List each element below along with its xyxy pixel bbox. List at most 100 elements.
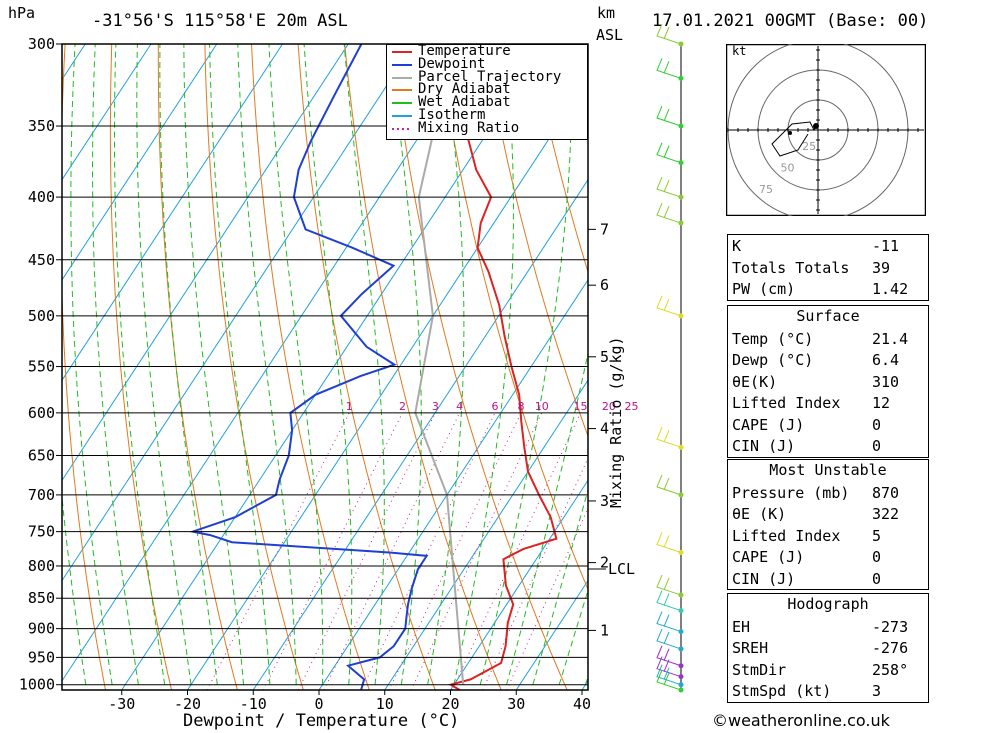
row-label: Totals Totals xyxy=(732,258,850,277)
pressure-tick-label: 800 xyxy=(28,557,55,575)
mixing-ratio-value-label: 2 xyxy=(399,400,406,413)
row-label: CIN (J) xyxy=(732,437,796,455)
legend-swatch xyxy=(392,115,412,117)
dry-adiabat-line xyxy=(530,44,588,274)
hodograph-unit-label: kt xyxy=(732,44,747,58)
temperature-tick-label: 10 xyxy=(376,695,394,713)
temperature-tick-label: -30 xyxy=(108,695,135,713)
legend-item: Temperature xyxy=(388,43,588,59)
datetime-label: 17.01.2021 00GMT (Base: 00) xyxy=(652,11,929,31)
row-value: 0 xyxy=(872,548,882,566)
row-value: 0 xyxy=(872,437,882,455)
mixing-ratio-axis-label: Mixing Ratio (g/kg) xyxy=(607,336,625,508)
legend-item: Dry Adiabat xyxy=(388,81,588,98)
legend-swatch xyxy=(392,76,412,79)
wet-adiabat-line xyxy=(343,44,385,685)
temperature-tick-label: -10 xyxy=(240,695,267,713)
row-value: -11 xyxy=(872,237,900,255)
row-value: 12 xyxy=(872,394,891,412)
row-label: θE(K) xyxy=(732,372,778,391)
pressure-tick-label: 1000 xyxy=(19,676,55,694)
table-row: Dewp (°C) 6.4 xyxy=(728,349,928,371)
km-tick-label: 5 xyxy=(600,348,609,366)
temperature-tick-label: 0 xyxy=(314,695,323,713)
table-row: K -11 xyxy=(728,235,928,257)
row-value: -276 xyxy=(872,639,909,657)
temperature-tick-label: -20 xyxy=(174,695,201,713)
pressure-tick-label: 900 xyxy=(28,620,55,638)
most-unstable-panel: Most Unstable Pressure (mb) 870 θE (K) 322 L… xyxy=(727,459,929,590)
km-tick-label: 7 xyxy=(600,220,609,238)
row-value: 310 xyxy=(872,372,900,391)
hodograph-table-title: Hodograph xyxy=(787,595,869,613)
legend-item: Mixing Ratio xyxy=(388,120,588,136)
location-title: -31°56'S 115°58'E 20m ASL xyxy=(92,11,348,31)
row-label: CAPE (J) xyxy=(732,415,805,434)
row-value: 870 xyxy=(872,483,900,502)
legend-item: Isotherm xyxy=(388,107,588,123)
table-row: StmSpd (kt) 3 xyxy=(728,680,928,702)
dry-adiabat-line xyxy=(62,44,106,690)
wind-barb xyxy=(656,669,682,691)
wind-barb xyxy=(656,427,682,448)
row-label: K xyxy=(732,237,742,255)
pressure-tick-label: 600 xyxy=(28,404,55,422)
table-row: CIN (J) 0 xyxy=(728,568,928,590)
temperature-tick-label: 30 xyxy=(507,695,525,713)
mixing-ratio-value-label: 25 xyxy=(624,400,638,413)
hodograph-ring-label: 75 xyxy=(759,183,773,196)
mixing-ratio-value-label: 20 xyxy=(602,400,616,413)
table-row: EH -273 xyxy=(728,616,928,638)
wind-barb xyxy=(656,58,682,79)
wind-barb xyxy=(656,23,682,45)
mixing-ratio-line xyxy=(482,457,588,690)
pressure-tick-label: 450 xyxy=(28,251,55,269)
legend-label: Temperature xyxy=(418,43,511,59)
wet-adiabat-line xyxy=(136,44,192,685)
wind-barb xyxy=(656,611,682,633)
hodograph-storm-motion xyxy=(813,123,819,129)
wind-barb xyxy=(656,656,682,678)
table-row: CAPE (J) 0 xyxy=(728,414,928,436)
pressure-tick-label: 700 xyxy=(28,486,55,504)
mixing-ratio-value-label: 15 xyxy=(574,400,588,413)
wind-barb xyxy=(656,590,682,612)
surface-title: Surface xyxy=(796,307,860,325)
table-row: CAPE (J) 0 xyxy=(728,546,928,568)
row-label: CIN (J) xyxy=(732,569,796,588)
copyright-footer[interactable]: ©weatheronline.co.uk xyxy=(712,711,890,730)
legend-swatch xyxy=(392,51,412,53)
table-row: StmDir 258° xyxy=(728,659,928,681)
row-label: Lifted Index xyxy=(732,394,841,412)
wet-adiabat-line xyxy=(237,44,297,685)
isotherm-line xyxy=(515,579,588,690)
most-unstable-title: Most Unstable xyxy=(769,461,887,479)
wind-barb xyxy=(656,105,682,127)
km-tick-label: 3 xyxy=(600,492,609,510)
row-label: Temp (°C) xyxy=(732,329,814,348)
row-value: 258° xyxy=(872,660,909,679)
row-label: StmSpd (kt) xyxy=(732,682,832,700)
parcel-trajectory-series xyxy=(414,44,465,685)
wet-adiabat-line xyxy=(70,44,113,685)
legend-swatch xyxy=(392,127,412,130)
mixing-ratio-line xyxy=(262,412,403,690)
dewpoint-series xyxy=(188,44,429,690)
wet-adiabat-line xyxy=(268,44,324,685)
row-label: CAPE (J) xyxy=(732,548,805,566)
mixing-ratio-line xyxy=(451,412,581,690)
wet-adiabat-line xyxy=(427,44,465,685)
legend-label: Dry Adiabat xyxy=(418,81,511,98)
isotherm-line xyxy=(0,44,20,690)
mixing-ratio-line xyxy=(206,412,350,690)
wind-barb xyxy=(656,295,682,317)
km-tick-label: 1 xyxy=(600,621,609,639)
row-value: 39 xyxy=(872,258,891,277)
wet-adiabat-line xyxy=(183,44,245,685)
wind-barb xyxy=(656,532,682,553)
legend xyxy=(386,44,588,140)
dry-adiabat-line xyxy=(344,44,502,690)
table-row: θE(K) 310 xyxy=(728,371,928,393)
dry-adiabat-line xyxy=(437,44,588,591)
mixing-ratio-value-label: 8 xyxy=(518,400,525,413)
